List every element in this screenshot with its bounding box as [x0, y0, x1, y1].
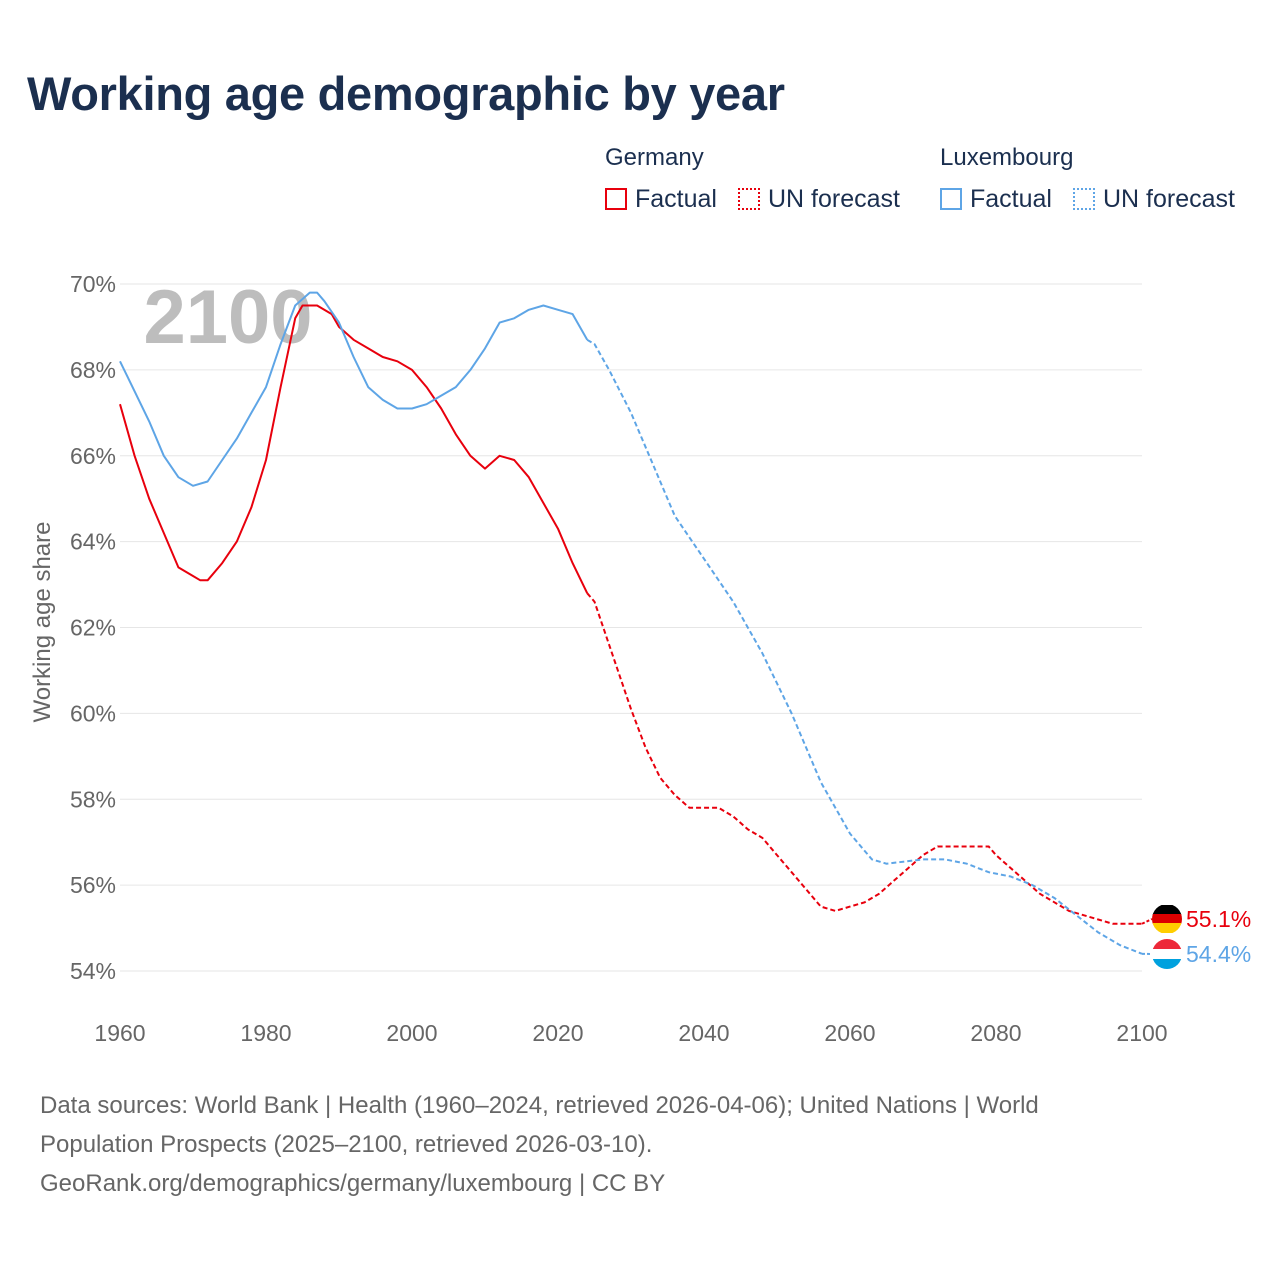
- legend-swatch-icon: [940, 188, 962, 210]
- x-tick-label: 1980: [240, 1020, 291, 1046]
- flag-stripe: [1152, 959, 1182, 969]
- y-axis-title: Working age share: [29, 522, 56, 723]
- page-title: Working age demographic by year: [27, 67, 785, 120]
- legend-label: Factual: [635, 184, 717, 213]
- flag-stripe: [1152, 923, 1182, 933]
- x-tick-label: 2000: [386, 1020, 437, 1046]
- flag-stripe: [1152, 914, 1182, 924]
- germany-factual-line: [119, 304, 589, 594]
- footer-attribution[interactable]: GeoRank.org/demographics/germany/luxembo…: [40, 1170, 666, 1197]
- y-tick-label: 64%: [70, 529, 116, 555]
- y-tick-label: 60%: [70, 700, 116, 726]
- legend-germany-factual[interactable]: Factual: [605, 184, 717, 214]
- y-tick-label: 54%: [70, 958, 116, 984]
- legend-label: UN forecast: [1103, 184, 1235, 213]
- luxembourg-factual-line: [119, 291, 589, 487]
- flag-stripe: [1152, 949, 1182, 959]
- luxembourg-flag-icon: [1152, 939, 1182, 969]
- y-tick-label: 68%: [70, 357, 116, 383]
- legend-swatch-icon: [738, 188, 760, 210]
- y-tick-label: 62%: [70, 615, 116, 641]
- germany-forecast-line: [586, 592, 1142, 925]
- germany-leader-line: [1141, 918, 1153, 925]
- y-tick-label: 66%: [70, 443, 116, 469]
- x-tick-label: 2080: [970, 1020, 1021, 1046]
- flag-stripe: [1152, 939, 1182, 949]
- x-tick-label: 2040: [678, 1020, 729, 1046]
- y-tick-label: 70%: [70, 271, 116, 297]
- germany-flag-icon: [1152, 905, 1182, 933]
- footer: Data sources: World Bank | Health (1960–…: [40, 1086, 1240, 1203]
- legend-label: UN forecast: [768, 184, 900, 213]
- legend-germany-forecast[interactable]: UN forecast: [738, 184, 900, 214]
- luxembourg-end-value-label: 54.4%: [1186, 941, 1251, 967]
- legend-label: Factual: [970, 184, 1052, 213]
- year-watermark: 2100: [143, 275, 312, 360]
- flag-stripe: [1152, 905, 1182, 915]
- x-tick-label: 2060: [824, 1020, 875, 1046]
- footer-sources-line-2: Population Prospects (2025–2100, retriev…: [40, 1131, 653, 1158]
- x-tick-label: 2020: [532, 1020, 583, 1046]
- y-tick-label: 58%: [70, 786, 116, 812]
- legend-germany-title: Germany: [605, 144, 704, 171]
- luxembourg-forecast-line: [586, 338, 1143, 955]
- legend-luxembourg-title: Luxembourg: [940, 144, 1074, 171]
- footer-sources-line-1: Data sources: World Bank | Health (1960–…: [40, 1092, 1039, 1119]
- legend-swatch-icon: [605, 188, 627, 210]
- legend-swatch-icon: [1073, 188, 1095, 210]
- legend-luxembourg-factual[interactable]: Factual: [940, 184, 1052, 214]
- line-chart: 54% 56% 58% 60% 62% 64% 66% 68% 70% 1960 1980 2000…: [29, 271, 1251, 1046]
- germany-end-value-label: 55.1%: [1186, 906, 1251, 932]
- x-tick-label: 1960: [94, 1020, 145, 1046]
- x-tick-label: 2100: [1116, 1020, 1167, 1046]
- y-tick-label: 56%: [70, 872, 116, 898]
- legend-luxembourg-forecast[interactable]: UN forecast: [1073, 184, 1235, 214]
